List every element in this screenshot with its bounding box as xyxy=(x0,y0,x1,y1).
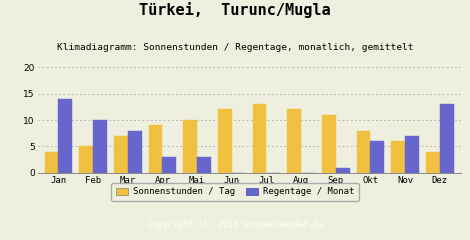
Bar xyxy=(93,120,107,173)
Bar xyxy=(114,136,128,173)
Bar xyxy=(58,99,72,173)
Bar xyxy=(370,141,384,173)
Bar xyxy=(426,152,440,173)
Bar xyxy=(322,115,336,173)
Bar xyxy=(336,168,350,173)
Bar xyxy=(149,125,163,173)
Bar xyxy=(287,109,301,173)
Bar xyxy=(163,157,176,173)
Bar xyxy=(357,131,370,173)
Text: Klimadiagramm: Sonnenstunden / Regentage, monatlich, gemittelt: Klimadiagramm: Sonnenstunden / Regentage… xyxy=(57,42,413,52)
Text: Türkei,  Turunc/Mugla: Türkei, Turunc/Mugla xyxy=(139,2,331,18)
Bar xyxy=(391,141,405,173)
Bar xyxy=(79,146,93,173)
Bar xyxy=(45,152,58,173)
Bar xyxy=(128,131,141,173)
Text: Copyright (C) 2010 sonnenlaender.de: Copyright (C) 2010 sonnenlaender.de xyxy=(148,220,322,229)
Legend: Sonnenstunden / Tag, Regentage / Monat: Sonnenstunden / Tag, Regentage / Monat xyxy=(111,183,359,201)
Bar xyxy=(183,120,197,173)
Bar xyxy=(440,104,454,173)
Bar xyxy=(405,136,419,173)
Bar xyxy=(218,109,232,173)
Bar xyxy=(197,157,211,173)
Bar xyxy=(252,104,266,173)
